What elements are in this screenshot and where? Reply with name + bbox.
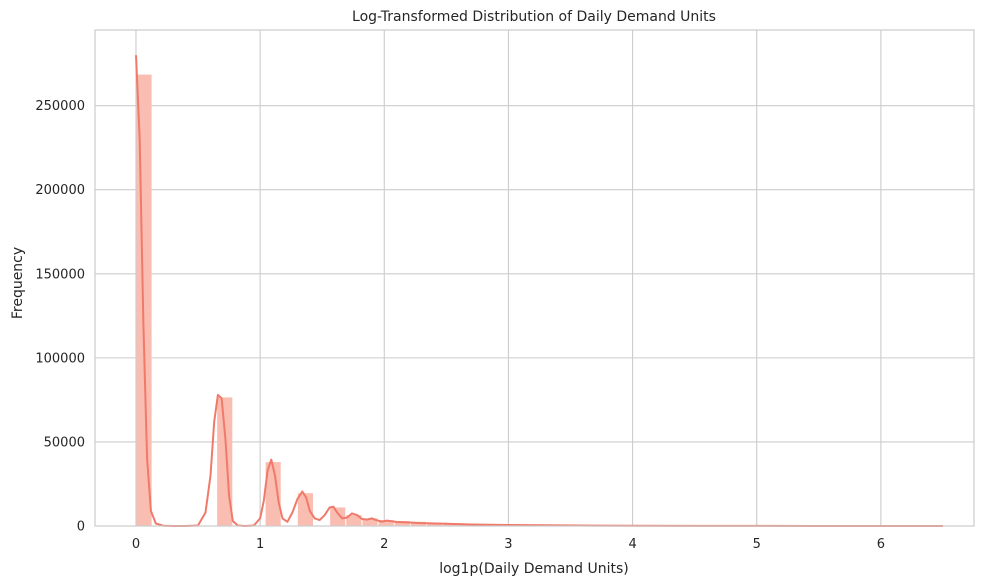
histogram-bar [362, 518, 378, 526]
x-tick-labels: 0 1 2 3 4 5 6 [132, 537, 885, 552]
histogram-bar [394, 520, 410, 526]
y-tick-label: 200000 [35, 183, 85, 198]
histogram-bar [136, 74, 152, 526]
kde-curve [135, 55, 943, 527]
histogram-bar [346, 515, 362, 526]
plot-frame [94, 29, 975, 527]
x-tick-label: 3 [504, 537, 512, 552]
x-axis-label: log1p(Daily Demand Units) [439, 561, 629, 577]
y-tick-label: 150000 [35, 267, 85, 282]
y-axis-label: Frequency [10, 247, 26, 319]
y-tick-label: 0 [77, 520, 85, 535]
y-tick-label: 50000 [44, 435, 85, 450]
chart-title: Log-Transformed Distribution of Daily De… [352, 9, 716, 25]
x-tick-label: 2 [380, 537, 388, 552]
x-tick-label: 6 [877, 537, 885, 552]
y-tick-label: 250000 [35, 99, 85, 114]
y-tick-label: 100000 [35, 351, 85, 366]
x-tick-label: 4 [628, 537, 636, 552]
x-tick-label: 0 [132, 537, 140, 552]
histogram-bar [378, 520, 394, 526]
grid-lines [95, 30, 974, 527]
histogram-bar [297, 493, 314, 526]
histogram-bar [330, 507, 346, 526]
histogram-bar [265, 462, 281, 526]
x-tick-label: 5 [753, 537, 761, 552]
y-tick-labels: 0 50000 100000 150000 200000 250000 [35, 99, 85, 534]
histogram-bar [426, 522, 443, 526]
x-tick-label: 1 [256, 537, 264, 552]
